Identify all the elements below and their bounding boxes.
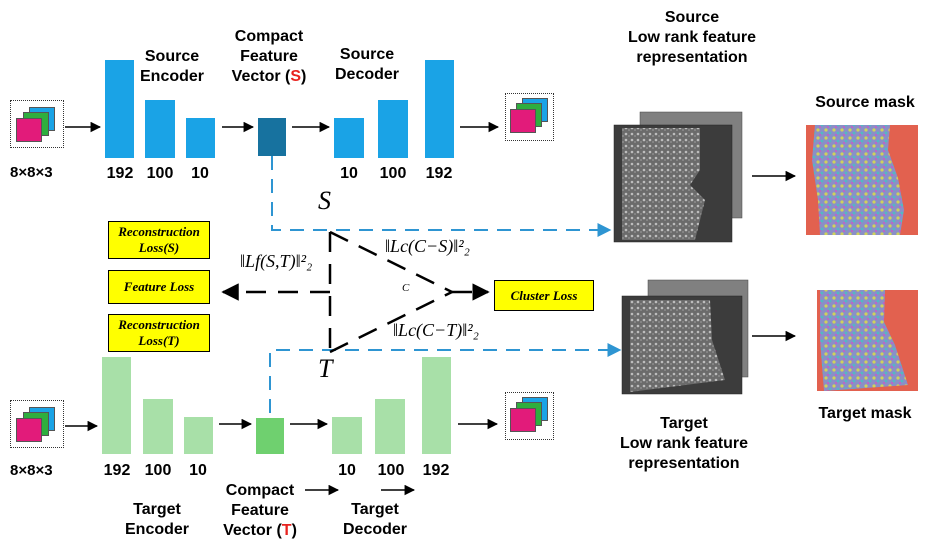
src-enc-dim-1: 192 <box>106 165 134 182</box>
source-mask-label: Source mask <box>815 94 915 111</box>
source-decoder-layer-192 <box>425 60 454 158</box>
source-input-patch <box>10 100 64 148</box>
tgt-dec-dim-1: 10 <box>338 462 356 479</box>
reconstruction-loss-s-box: Reconstruction Loss(S) <box>108 221 210 259</box>
loss-edge-upper <box>329 230 453 294</box>
tgt-enc-dim-2: 100 <box>144 462 172 479</box>
source-mask-image <box>806 125 918 235</box>
target-encoder-label: Target Encoder <box>125 501 190 538</box>
target-link-letter: T <box>318 354 333 383</box>
target-input-dims: 8×8×3 <box>10 462 53 479</box>
source-encoder-layer-10 <box>186 118 215 158</box>
source-decoder-layer-10 <box>334 118 364 158</box>
cluster-loss-box: Cluster Loss <box>494 280 594 311</box>
feature-loss-box: Feature Loss <box>108 270 210 304</box>
target-decoder-layer-100 <box>375 399 405 454</box>
src-dec-dim-1: 10 <box>340 165 358 182</box>
cluster-loss-t-formula: ‖Lc(C−T)‖²₂ <box>393 320 479 340</box>
src-dec-dim-2: 100 <box>379 165 407 182</box>
target-encoder-layer-100 <box>143 399 173 454</box>
source-input-dims: 8×8×3 <box>10 164 53 181</box>
source-encoder-layer-192 <box>105 60 134 158</box>
src-dec-dim-3: 192 <box>425 165 453 182</box>
source-link-dashed <box>271 156 612 237</box>
tgt-dec-dim-3: 192 <box>422 462 450 479</box>
tgt-dec-dim-2: 100 <box>377 462 405 479</box>
cluster-loss-s-formula: ‖Lc(C−S)‖²₂ <box>385 236 470 256</box>
target-vector-letter: T <box>281 522 292 539</box>
source-encoder-layer-100 <box>145 100 175 158</box>
source-lowrank-image <box>613 111 743 243</box>
target-mask-label: Target mask <box>818 405 912 422</box>
target-mask-image <box>817 290 918 391</box>
target-vector-label: Compact Feature Vector (T) <box>223 482 297 539</box>
source-vector-letter: S <box>290 68 302 85</box>
target-lowrank-label: Target Low rank feature representation <box>619 415 749 472</box>
tgt-enc-dim-1: 192 <box>103 462 131 479</box>
source-output-patch <box>505 93 554 141</box>
target-encoder-layer-192 <box>102 357 131 454</box>
target-input-patch <box>10 400 64 448</box>
loss-edge-lower <box>329 290 453 354</box>
source-decoder-label: Source Decoder <box>335 46 400 83</box>
target-decoder-label: Target Decoder <box>343 501 408 538</box>
source-link-letter: S <box>318 186 331 215</box>
source-decoder-layer-100 <box>378 100 408 158</box>
center-letter: C <box>402 282 410 294</box>
src-enc-dim-2: 100 <box>146 165 174 182</box>
target-output-patch <box>505 392 554 440</box>
reconstruction-loss-t-box: Reconstruction Loss(T) <box>108 314 210 352</box>
target-decoder-layer-10 <box>332 417 362 454</box>
target-encoder-layer-10 <box>184 417 213 454</box>
feature-loss-formula: ‖Lf(S,T)‖²₂ <box>240 251 313 271</box>
target-compact-vector <box>256 418 284 454</box>
source-compact-vector <box>258 118 286 156</box>
source-encoder-label: Source Encoder <box>140 48 205 85</box>
source-lowrank-label: Source Low rank feature representation <box>627 9 757 66</box>
src-enc-dim-3: 10 <box>191 165 209 182</box>
tgt-enc-dim-3: 10 <box>189 462 207 479</box>
target-decoder-layer-192 <box>422 357 451 454</box>
target-lowrank-image <box>621 279 749 395</box>
source-vector-label: Compact Feature Vector (S) <box>231 28 307 85</box>
